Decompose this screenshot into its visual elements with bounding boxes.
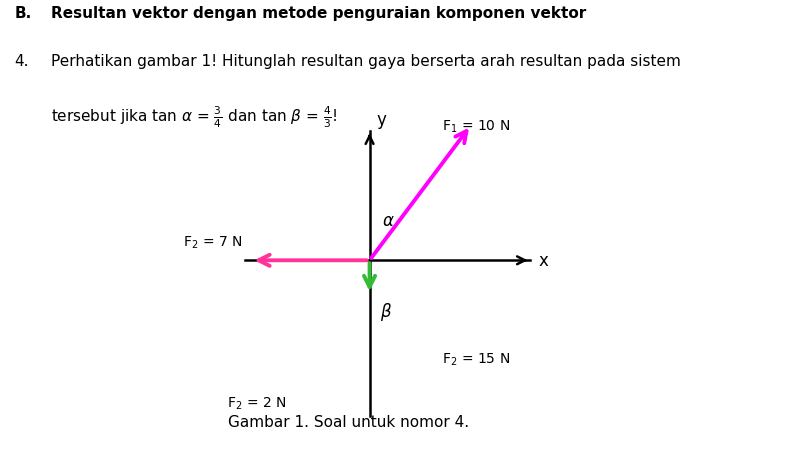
Text: Perhatikan gambar 1! Hitunglah resultan gaya berserta arah resultan pada sistem: Perhatikan gambar 1! Hitunglah resultan … <box>51 54 681 68</box>
Text: tersebut jika tan $\alpha$ = $\frac{3}{4}$ dan tan $\beta$ = $\frac{4}{3}$!: tersebut jika tan $\alpha$ = $\frac{3}{4… <box>51 105 338 130</box>
Text: F$_2$ = 15 N: F$_2$ = 15 N <box>442 351 510 367</box>
Text: B.: B. <box>14 6 32 21</box>
Text: y: y <box>376 111 386 129</box>
Text: 4.: 4. <box>14 54 28 68</box>
Text: β: β <box>380 302 391 320</box>
Text: x: x <box>538 252 548 270</box>
Text: Resultan vektor dengan metode penguraian komponen vektor: Resultan vektor dengan metode penguraian… <box>51 6 587 21</box>
Text: F$_1$ = 10 N: F$_1$ = 10 N <box>442 118 510 134</box>
Text: F$_2$ = 7 N: F$_2$ = 7 N <box>183 234 242 251</box>
Text: α: α <box>383 212 394 230</box>
Text: Gambar 1. Soal untuk nomor 4.: Gambar 1. Soal untuk nomor 4. <box>229 414 469 429</box>
Text: F$_2$ = 2 N: F$_2$ = 2 N <box>227 395 286 411</box>
